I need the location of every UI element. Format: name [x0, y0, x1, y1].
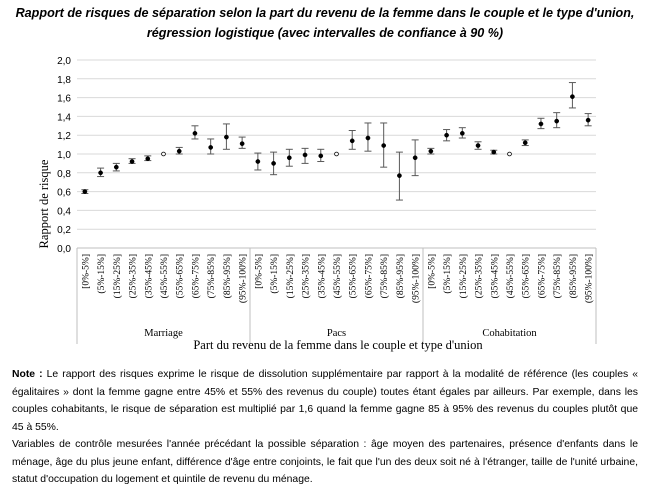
data-point [239, 141, 245, 147]
x-tick-label: (5%-15%] [442, 254, 453, 294]
data-point [522, 140, 528, 146]
x-tick-label: (95%-100%] [238, 254, 249, 303]
x-tick-label: (85%-95%] [395, 254, 406, 298]
data-point [271, 161, 276, 166]
data-point [145, 156, 151, 162]
x-tick-label: [0%-5%] [427, 254, 437, 289]
note-label: Note : [12, 369, 43, 380]
x-tick-label: [0%-5%] [81, 254, 91, 289]
x-tick-label: (35%-45%] [489, 254, 500, 298]
y-axis-title: Rapport de risque [37, 159, 51, 248]
x-tick-label: (25%-35%] [128, 254, 139, 298]
data-point [412, 155, 418, 161]
x-tick-label: (15%-25%] [112, 254, 123, 298]
data-point [113, 164, 119, 170]
x-tick-label: (95%-100%] [584, 254, 595, 303]
data-point [365, 135, 371, 141]
x-tick-label: (55%-65%] [348, 254, 359, 298]
chart-title-line-2: régression logistique (avec intervalles … [146, 26, 504, 40]
data-point [554, 118, 560, 124]
data-point [192, 130, 198, 136]
data-point [459, 130, 465, 136]
data-point [176, 148, 182, 154]
gridlines [77, 59, 596, 230]
x-tick-label: (15%-25%] [285, 254, 296, 298]
data-point [302, 152, 308, 158]
data-points [82, 94, 591, 194]
data-point [585, 117, 591, 123]
axes [76, 247, 597, 344]
data-point [224, 134, 229, 140]
x-tick-label: (5%-15%] [269, 254, 280, 294]
x-tick-label: (65%-75%] [190, 254, 201, 298]
x-tick-label: (75%-85%] [552, 254, 563, 298]
data-point [475, 143, 481, 148]
note-paragraph-1: Note : Le rapport des risques exprime le… [12, 366, 638, 436]
x-tick-label: (85%-95%] [222, 254, 233, 298]
y-tick-label: 0,8 [57, 169, 71, 180]
x-axis-category-labels: [0%-5%] (5%-15%] (15%-25%] (25%-35%] (35%-45… [81, 254, 594, 303]
x-tick-label: (45%-55%] [332, 254, 343, 298]
y-tick-label: 0,6 [57, 188, 71, 199]
data-point [570, 94, 575, 100]
data-point [82, 189, 88, 194]
y-tick-label: 0,4 [57, 206, 71, 217]
x-tick-label: (65%-75%] [536, 254, 547, 298]
x-tick-label: [0%-5%] [254, 254, 264, 289]
data-point [129, 159, 135, 164]
risk-ratio-chart: 0,0 0,2 0,4 0,6 0,8 1,0 1,2 1,4 1,6 1,8 2,0 [0%-5%… [37, 56, 597, 352]
group-label: Cohabitation [482, 328, 537, 339]
y-tick-label: 1,0 [57, 150, 71, 161]
group-label: Pacs [327, 328, 346, 339]
chart-title: Rapport de risques de séparation selon l… [0, 3, 650, 43]
x-tick-label: (35%-45%] [143, 254, 154, 298]
x-tick-label: (95%-100%] [411, 254, 422, 303]
data-point [444, 132, 449, 138]
data-point [208, 145, 214, 150]
x-tick-label: (55%-65%] [521, 254, 532, 298]
data-point [538, 121, 544, 127]
data-point [491, 149, 497, 155]
x-axis-group-labels: Marriage Pacs Cohabitation [144, 328, 537, 339]
x-tick-label: (55%-65%] [175, 254, 186, 298]
note-paragraph-2: Variables de contrôle mesurées l'année p… [12, 439, 638, 485]
y-tick-label: 0,0 [57, 244, 71, 255]
x-tick-label: (25%-35%] [474, 254, 485, 298]
error-bars [81, 82, 592, 201]
x-tick-label: (35%-45%] [316, 254, 327, 298]
data-point [286, 155, 292, 161]
reference-point [334, 151, 339, 157]
x-tick-label: (65%-75%] [363, 254, 374, 298]
data-point [381, 143, 387, 148]
y-tick-label: 1,6 [57, 94, 71, 105]
reference-point [507, 151, 512, 157]
x-tick-label: (45%-55%] [505, 254, 516, 298]
y-tick-label: 1,4 [57, 112, 71, 123]
data-point [98, 170, 103, 176]
x-axis-title: Part du revenu de la femme dans le coupl… [193, 338, 483, 352]
y-axis-ticks: 0,0 0,2 0,4 0,6 0,8 1,0 1,2 1,4 1,6 1,8 2,0 [57, 56, 71, 255]
x-tick-label: (5%-15%] [96, 254, 107, 294]
x-tick-label: (75%-85%] [379, 254, 390, 298]
data-point [255, 159, 261, 164]
chart-note: Note : Le rapport des risques exprime le… [12, 366, 638, 489]
y-tick-label: 2,0 [57, 56, 71, 67]
y-tick-label: 0,2 [57, 225, 71, 236]
x-tick-label: (45%-55%] [159, 254, 170, 298]
x-tick-label: (25%-35%] [301, 254, 312, 298]
y-tick-label: 1,2 [57, 131, 71, 142]
group-label: Marriage [144, 328, 183, 339]
x-tick-label: (85%-95%] [568, 254, 579, 298]
data-point [397, 173, 402, 178]
data-point [428, 148, 434, 154]
data-point [318, 153, 324, 159]
x-tick-label: (75%-85%] [206, 254, 217, 298]
reference-point [161, 151, 166, 157]
chart-title-line-1: Rapport de risques de séparation selon l… [15, 6, 635, 20]
data-point [349, 138, 355, 144]
note-paragraph-1-text: Le rapport des risques exprime le risque… [12, 369, 639, 433]
x-tick-label: (15%-25%] [458, 254, 469, 298]
y-tick-label: 1,8 [57, 75, 71, 86]
